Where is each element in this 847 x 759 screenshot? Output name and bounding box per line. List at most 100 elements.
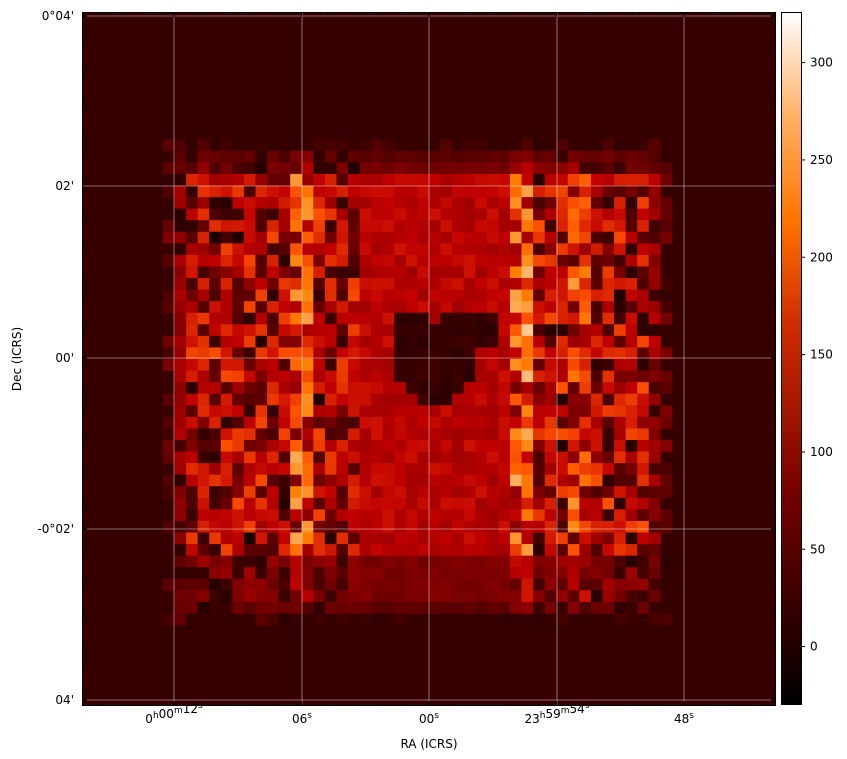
heatmap-cell — [637, 497, 650, 510]
heatmap-cell — [197, 289, 210, 302]
heatmap-cell — [371, 220, 384, 233]
heatmap-cell — [348, 428, 360, 441]
heatmap-cell — [486, 509, 499, 522]
heatmap-cell — [348, 590, 360, 603]
heatmap-cell — [220, 231, 233, 244]
heatmap-cell — [590, 532, 603, 545]
heatmap-cell — [371, 266, 384, 279]
heatmap-cell — [417, 590, 430, 603]
heatmap-cell — [590, 428, 603, 441]
heatmap-cell — [162, 416, 175, 429]
heatmap-cell — [429, 162, 441, 175]
heatmap-cell — [186, 208, 199, 221]
heatmap-cell — [348, 509, 360, 522]
heatmap-cell — [209, 405, 222, 418]
heatmap-cell — [509, 497, 522, 510]
heatmap-cell — [359, 266, 372, 279]
heatmap-cell — [348, 220, 360, 233]
heatmap-cell — [162, 428, 175, 441]
heatmap-cell — [429, 278, 441, 290]
heatmap-cell — [452, 289, 465, 302]
heatmap-cell — [359, 532, 372, 545]
heatmap-cell — [197, 474, 210, 487]
heatmap-cell — [567, 289, 580, 302]
heatmap-cell — [197, 347, 210, 360]
heatmap-cell — [371, 428, 384, 441]
heatmap-cell — [301, 382, 314, 395]
heatmap-cell — [579, 578, 592, 591]
heatmap-cell — [405, 266, 418, 279]
heatmap-cell — [324, 324, 337, 337]
heatmap-cell — [637, 347, 650, 360]
heatmap-cell — [417, 289, 430, 302]
heatmap-cell — [602, 324, 615, 337]
heatmap-cell — [509, 335, 522, 348]
heatmap-cell — [417, 266, 430, 279]
heatmap-cell — [590, 439, 603, 452]
heatmap-cell — [348, 173, 360, 186]
heatmap-cell — [394, 347, 407, 360]
heatmap-cell — [232, 520, 245, 533]
heatmap-cell — [567, 359, 580, 371]
heatmap-cell — [243, 370, 256, 383]
heatmap-cell — [243, 208, 256, 221]
heatmap-cell — [637, 266, 650, 279]
heatmap-cell — [209, 266, 222, 279]
heatmap-cell — [648, 231, 661, 244]
heatmap-cell — [267, 335, 280, 348]
heatmap-cell — [648, 139, 661, 152]
heatmap-cell — [186, 428, 199, 441]
heatmap-cell — [255, 289, 268, 302]
heatmap-cell — [359, 208, 372, 221]
heatmap-cell — [567, 231, 580, 244]
heatmap-cell — [463, 520, 476, 533]
heatmap-cell — [660, 474, 673, 487]
heatmap-cell — [336, 382, 349, 395]
heatmap-cell — [405, 220, 418, 233]
heatmap-cell — [521, 301, 534, 314]
heatmap-cell — [243, 544, 256, 557]
heatmap-cell — [602, 497, 615, 510]
heatmap-cell — [452, 197, 465, 210]
heatmap-cell — [186, 509, 199, 522]
heatmap-cell — [278, 185, 291, 198]
heatmap-cell — [590, 382, 603, 395]
heatmap-cell — [498, 347, 511, 360]
heatmap-cell — [602, 335, 615, 348]
heatmap-cell — [544, 544, 557, 557]
heatmap-cell — [579, 590, 592, 603]
heatmap-cell — [590, 185, 603, 198]
heatmap-cell — [637, 278, 650, 290]
heatmap-cell — [267, 289, 280, 302]
heatmap-cell — [429, 451, 441, 464]
heatmap-cell — [498, 497, 511, 510]
heatmap-cell — [625, 243, 638, 256]
heatmap-cell — [579, 185, 592, 198]
heatmap-cell — [232, 382, 245, 395]
heatmap-cell — [567, 590, 580, 603]
heatmap-cell — [590, 347, 603, 360]
heatmap-cell — [324, 590, 337, 603]
heatmap-cell — [429, 312, 441, 325]
heatmap-cell — [220, 405, 233, 418]
heatmap-cell — [290, 185, 303, 198]
heatmap-cell — [186, 578, 199, 591]
heatmap-cell — [660, 312, 673, 325]
heatmap-cell — [625, 312, 638, 325]
heatmap-cell — [267, 590, 280, 603]
heatmap-cell — [417, 324, 430, 337]
heatmap-cell — [371, 405, 384, 418]
heatmap-cell — [417, 416, 430, 429]
heatmap-cell — [521, 578, 534, 591]
heatmap-cell — [579, 474, 592, 487]
heatmap-cell — [382, 486, 395, 499]
heatmap-cell — [232, 532, 245, 545]
heatmap-cell — [220, 266, 233, 279]
heatmap-cell — [544, 474, 557, 487]
heatmap-cell — [243, 347, 256, 360]
heatmap-cell — [521, 405, 534, 418]
heatmap-cell — [336, 509, 349, 522]
y-axis-label: Dec (ICRS) — [10, 327, 24, 391]
heatmap-cell — [174, 613, 187, 626]
heatmap-cell — [313, 544, 326, 557]
